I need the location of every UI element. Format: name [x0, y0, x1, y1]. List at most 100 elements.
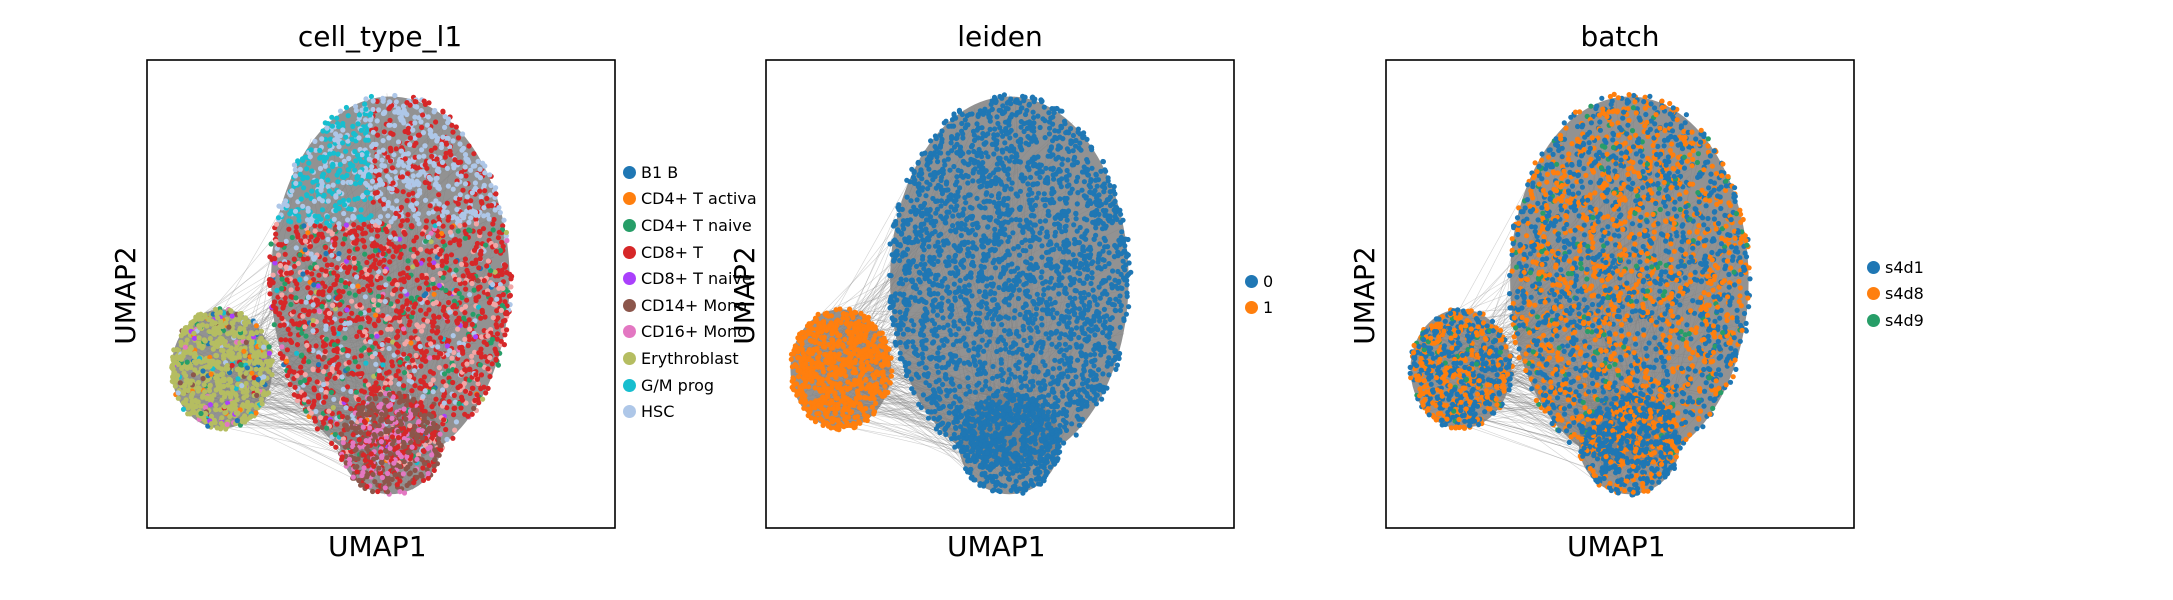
scatter-point	[258, 328, 264, 334]
scatter-point	[420, 112, 426, 118]
scatter-point	[423, 224, 429, 230]
scatter-point	[254, 330, 260, 336]
scatter-point	[455, 326, 461, 332]
scatter-point	[325, 198, 331, 204]
scatter-point	[426, 307, 432, 313]
scatter-point	[438, 447, 444, 453]
scatter-point	[477, 362, 483, 368]
scatter-point	[376, 423, 382, 429]
scatter-point	[356, 112, 363, 118]
scatter-point	[463, 262, 469, 268]
scatter-point	[473, 334, 479, 340]
scatter-point	[419, 328, 425, 334]
scatter-point	[283, 337, 289, 343]
scatter-point	[321, 354, 327, 360]
scatter-point	[464, 297, 470, 303]
scatter-point	[455, 385, 461, 391]
scatter-point	[465, 413, 471, 419]
scatter-point	[402, 231, 408, 237]
scatter-point	[219, 323, 225, 329]
scatter-point	[310, 302, 316, 308]
scatter-point	[405, 274, 412, 281]
scatter-point	[375, 307, 381, 313]
scatter-point	[453, 124, 459, 130]
scatter-point	[336, 123, 342, 130]
scatter-point	[357, 265, 363, 271]
scatter-point	[301, 223, 307, 229]
scatter-point	[346, 359, 352, 365]
scatter-point	[375, 488, 381, 495]
scatter-point	[376, 107, 382, 113]
scatter-point	[480, 226, 487, 232]
scatter-point	[425, 470, 431, 477]
scatter-point	[462, 152, 469, 158]
scatter-point	[386, 276, 392, 282]
scatter-point	[305, 230, 311, 236]
scatter-point	[408, 335, 414, 341]
scatter-point	[487, 231, 493, 237]
scatter-point	[392, 92, 398, 99]
scatter-point	[338, 318, 344, 324]
scatter-point	[202, 404, 208, 411]
scatter-point	[380, 362, 386, 368]
scatter-point	[430, 301, 436, 307]
scatter-point	[330, 302, 336, 308]
scatter-point	[412, 164, 418, 170]
scatter-point	[253, 323, 259, 329]
scatter-point	[407, 142, 413, 148]
scatter-point	[473, 297, 479, 304]
scatter-point	[289, 234, 295, 241]
scatter-point	[312, 418, 318, 424]
scatter-point	[278, 337, 284, 343]
scatter-point	[329, 319, 335, 325]
scatter-point	[370, 98, 376, 104]
scatter-point	[200, 368, 206, 374]
scatter-point	[369, 164, 375, 170]
scatter-point	[255, 349, 261, 355]
scatter-point	[387, 117, 393, 123]
scatter-point	[320, 343, 326, 349]
scatter-point	[327, 371, 333, 377]
scatter-point	[368, 386, 374, 392]
scatter-point	[351, 222, 357, 228]
scatter-point	[316, 291, 322, 297]
scatter-point	[372, 158, 378, 164]
scatter-point	[457, 192, 463, 198]
scatter-point	[501, 262, 508, 268]
scatter-point	[365, 315, 371, 321]
scatter-point	[196, 385, 202, 391]
scatter-point	[397, 376, 403, 382]
scatter-point	[284, 277, 290, 283]
scatter-point	[450, 162, 456, 168]
scatter-point	[358, 207, 364, 213]
scatter-point	[305, 208, 311, 214]
scatter-point	[193, 314, 199, 320]
scatter-point	[319, 303, 325, 310]
scatter-point	[469, 321, 475, 327]
scatter-point	[404, 111, 410, 118]
scatter-point	[175, 390, 181, 396]
scatter-point	[433, 119, 439, 125]
scatter-point	[946, 410, 952, 416]
scatter-point	[387, 445, 393, 451]
scatter-point	[469, 190, 475, 196]
scatter-point	[388, 130, 394, 136]
scatter-point	[218, 389, 224, 396]
scatter-point	[419, 231, 425, 237]
scatter-point	[367, 185, 374, 191]
scatter-point	[373, 312, 379, 318]
scatter-point	[309, 271, 315, 277]
scatter-point	[374, 218, 380, 224]
scatter-point	[397, 109, 403, 115]
scatter-point	[455, 159, 461, 166]
scatter-point	[440, 239, 446, 245]
scatter-point	[451, 405, 457, 411]
scatter-point	[386, 248, 392, 254]
scatter-point	[340, 140, 346, 146]
scatter-point	[420, 323, 426, 329]
scatter-point	[224, 421, 230, 427]
scatter-point	[378, 275, 384, 281]
scatter-point	[347, 460, 353, 467]
scatter-point	[428, 176, 434, 182]
scatter-point	[440, 134, 446, 140]
